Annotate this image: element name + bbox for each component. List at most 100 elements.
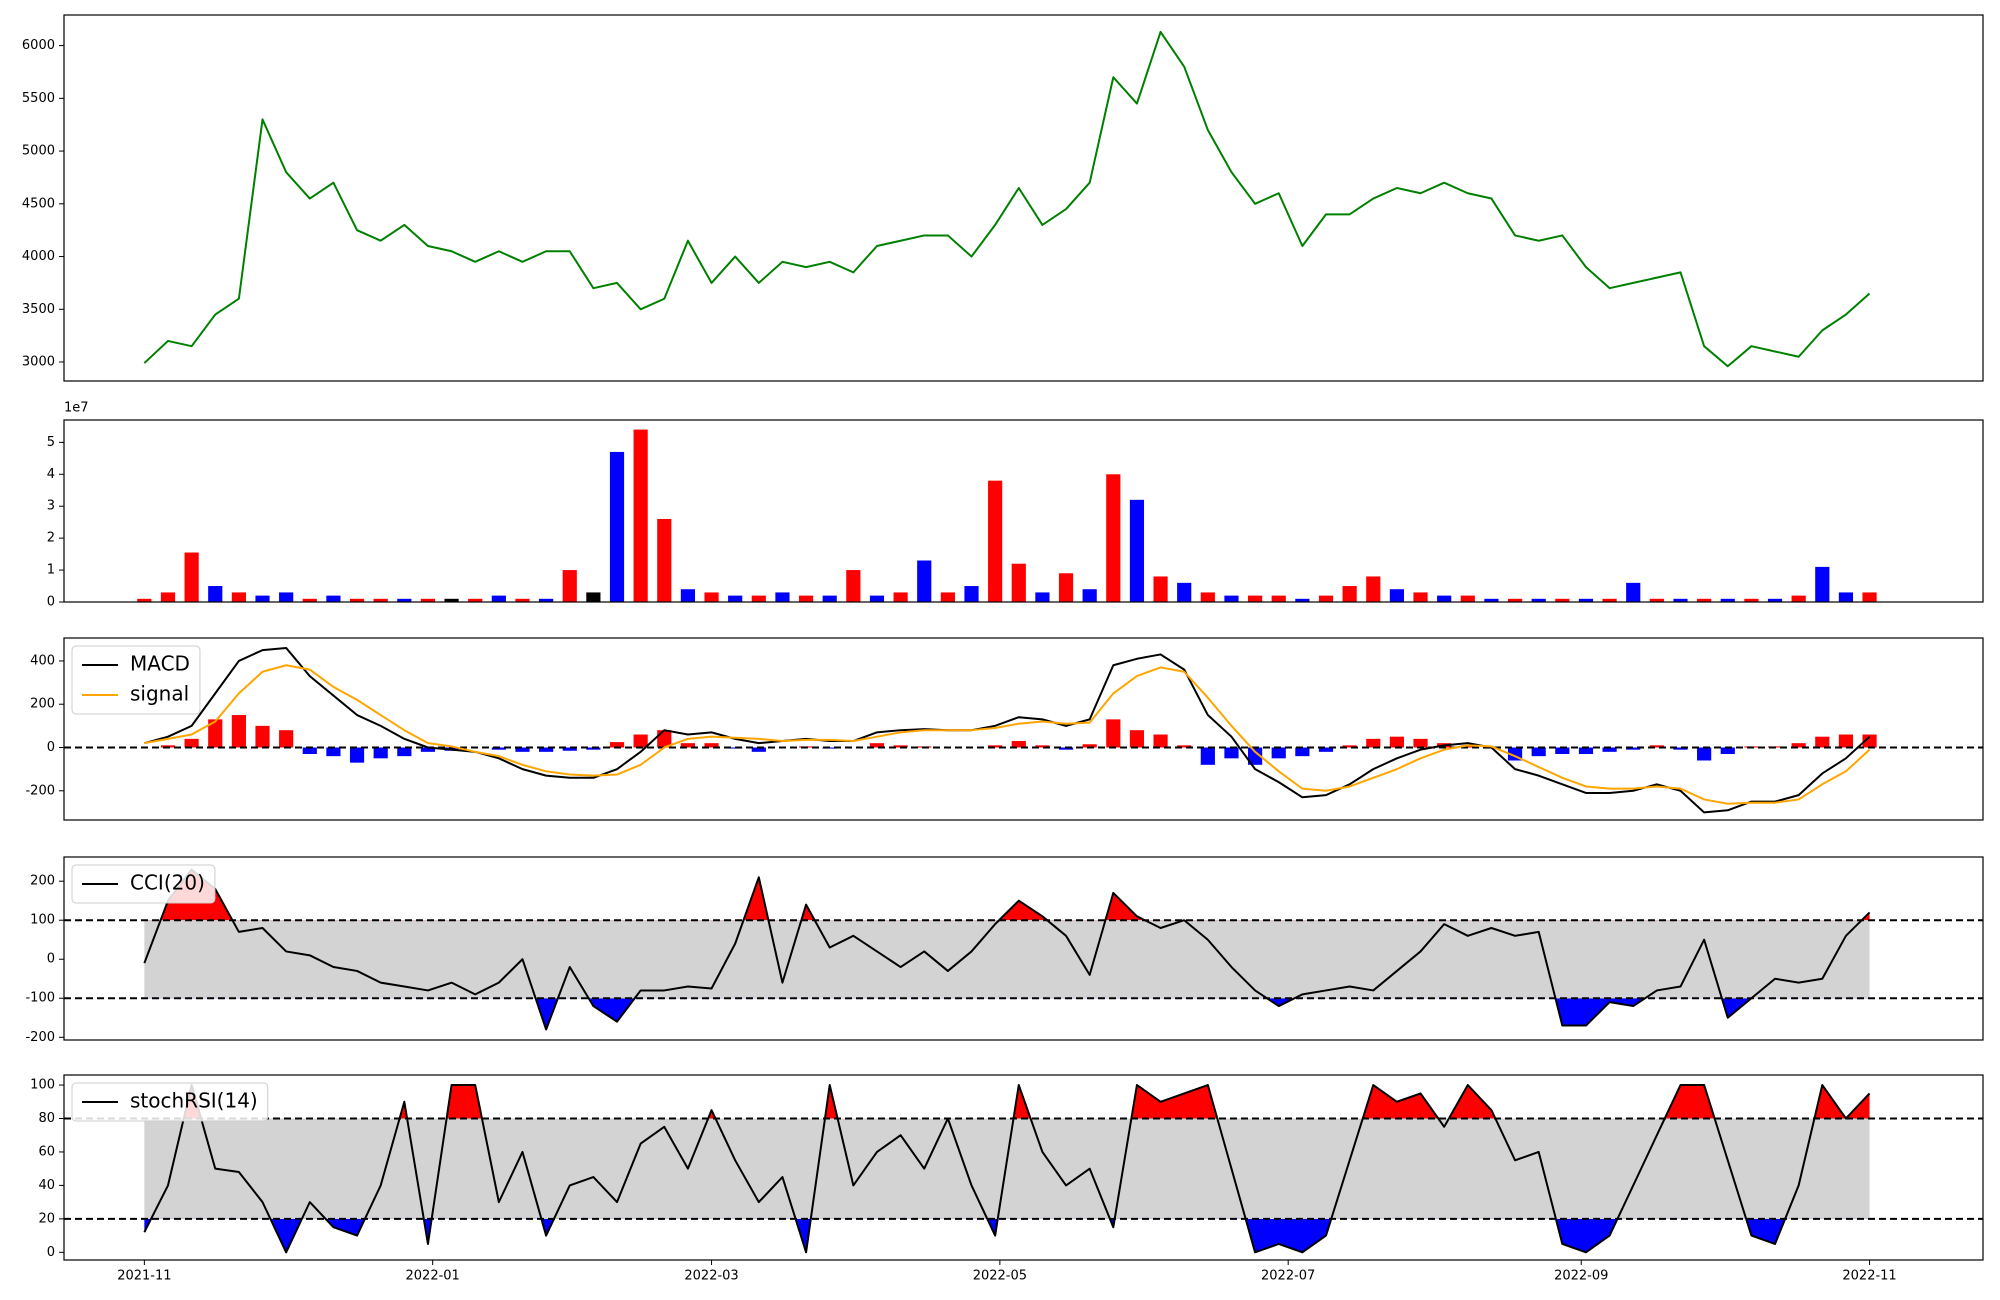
bar — [468, 598, 483, 602]
x-tick-label: 2022-05 — [973, 1269, 1027, 1284]
x-tick-label: 2022-09 — [1554, 1269, 1608, 1284]
legend: stochRSI(14) — [71, 1082, 269, 1122]
y-tick-label: 200 — [30, 697, 55, 712]
bar — [208, 586, 223, 602]
panel: 3000 3500 4000 4500 5000 5500 6000 — [22, 14, 1984, 382]
bar — [1815, 566, 1830, 602]
bar — [893, 745, 908, 748]
overbought-fill — [144, 1085, 1870, 1119]
bar — [964, 586, 979, 602]
bar — [1413, 738, 1428, 748]
series-line — [144, 664, 1871, 805]
bar — [491, 595, 506, 602]
bar — [680, 589, 696, 602]
y-tick-label: 3000 — [22, 355, 55, 370]
bar — [1602, 598, 1617, 602]
bar — [1578, 598, 1594, 602]
y-tick-label: 100 — [30, 913, 55, 928]
band-fill — [144, 920, 1870, 999]
bar — [1437, 595, 1452, 602]
bar — [349, 598, 365, 602]
x-tick-label: 2021-11 — [117, 1269, 171, 1284]
bar — [349, 747, 365, 763]
y-tick-label: -200 — [25, 1030, 55, 1045]
bar — [326, 595, 341, 602]
bar — [184, 738, 199, 748]
axes-frame — [63, 856, 1984, 1041]
bar — [1224, 595, 1239, 602]
bar — [798, 595, 814, 602]
bar — [444, 598, 459, 602]
x-tick-label: 2022-11 — [1842, 1269, 1896, 1284]
bar — [279, 592, 294, 602]
bar — [917, 560, 932, 602]
y-tick-label: 60 — [38, 1144, 55, 1159]
bar — [1838, 592, 1854, 602]
bar — [1342, 745, 1357, 748]
y-tick-label: 5000 — [22, 144, 55, 159]
plot-area — [64, 1084, 1983, 1254]
y-tick-label: 400 — [30, 653, 55, 668]
legend-label: CCI(20) — [130, 871, 205, 895]
bar — [1460, 595, 1475, 602]
legend: CCI(20) — [71, 864, 216, 904]
bar — [1531, 747, 1546, 757]
bar — [1106, 719, 1121, 748]
bar — [1720, 747, 1735, 754]
bar — [515, 747, 530, 752]
bar — [1673, 747, 1688, 750]
bar — [539, 598, 554, 602]
series-line — [143, 868, 1871, 1031]
x-tick-label: 2022-03 — [684, 1269, 738, 1284]
bar — [940, 592, 955, 602]
bar — [988, 480, 1003, 602]
x-tick-label: 2022-07 — [1261, 1269, 1315, 1284]
bar — [657, 518, 672, 602]
plot-area — [64, 646, 1983, 814]
bar — [728, 595, 743, 602]
bar — [1082, 744, 1097, 748]
legend-label: MACD — [130, 652, 190, 676]
axes-frame — [63, 1074, 1984, 1261]
y-tick-label: 0 — [47, 1245, 55, 1260]
bar — [1555, 598, 1570, 602]
y-tick-label: 80 — [38, 1111, 55, 1126]
bar — [1673, 598, 1688, 602]
bar — [680, 743, 696, 748]
plot-area — [64, 868, 1983, 1031]
bar — [562, 570, 577, 602]
bar — [1153, 734, 1168, 748]
bar — [1626, 582, 1641, 602]
bar — [1413, 592, 1428, 602]
bar — [1626, 747, 1641, 750]
axis-offset-label: 1e7 — [64, 401, 89, 416]
bar — [539, 747, 554, 752]
bar — [1248, 747, 1263, 765]
bar — [822, 595, 837, 602]
bar — [1366, 576, 1381, 602]
bar — [255, 595, 270, 602]
bar — [1224, 747, 1239, 759]
bar — [137, 598, 152, 602]
bar — [302, 598, 317, 602]
bar — [1295, 747, 1310, 757]
bar — [562, 747, 577, 751]
bar — [420, 747, 436, 752]
bar — [1035, 592, 1050, 602]
bar — [1106, 474, 1121, 602]
bar — [184, 552, 199, 602]
bar — [1389, 736, 1404, 748]
bar — [704, 592, 719, 602]
bar — [1200, 747, 1215, 765]
bar — [1342, 586, 1357, 602]
bar — [326, 747, 341, 757]
bar — [1744, 598, 1759, 602]
panel: -200 -100 0 100 200 CCI(20) — [25, 856, 1984, 1045]
oversold-fill — [535, 998, 1752, 1030]
y-tick-label: 200 — [30, 874, 55, 889]
bar — [586, 592, 601, 602]
bar — [751, 747, 766, 752]
bar — [1767, 598, 1783, 602]
bar — [1129, 499, 1145, 602]
